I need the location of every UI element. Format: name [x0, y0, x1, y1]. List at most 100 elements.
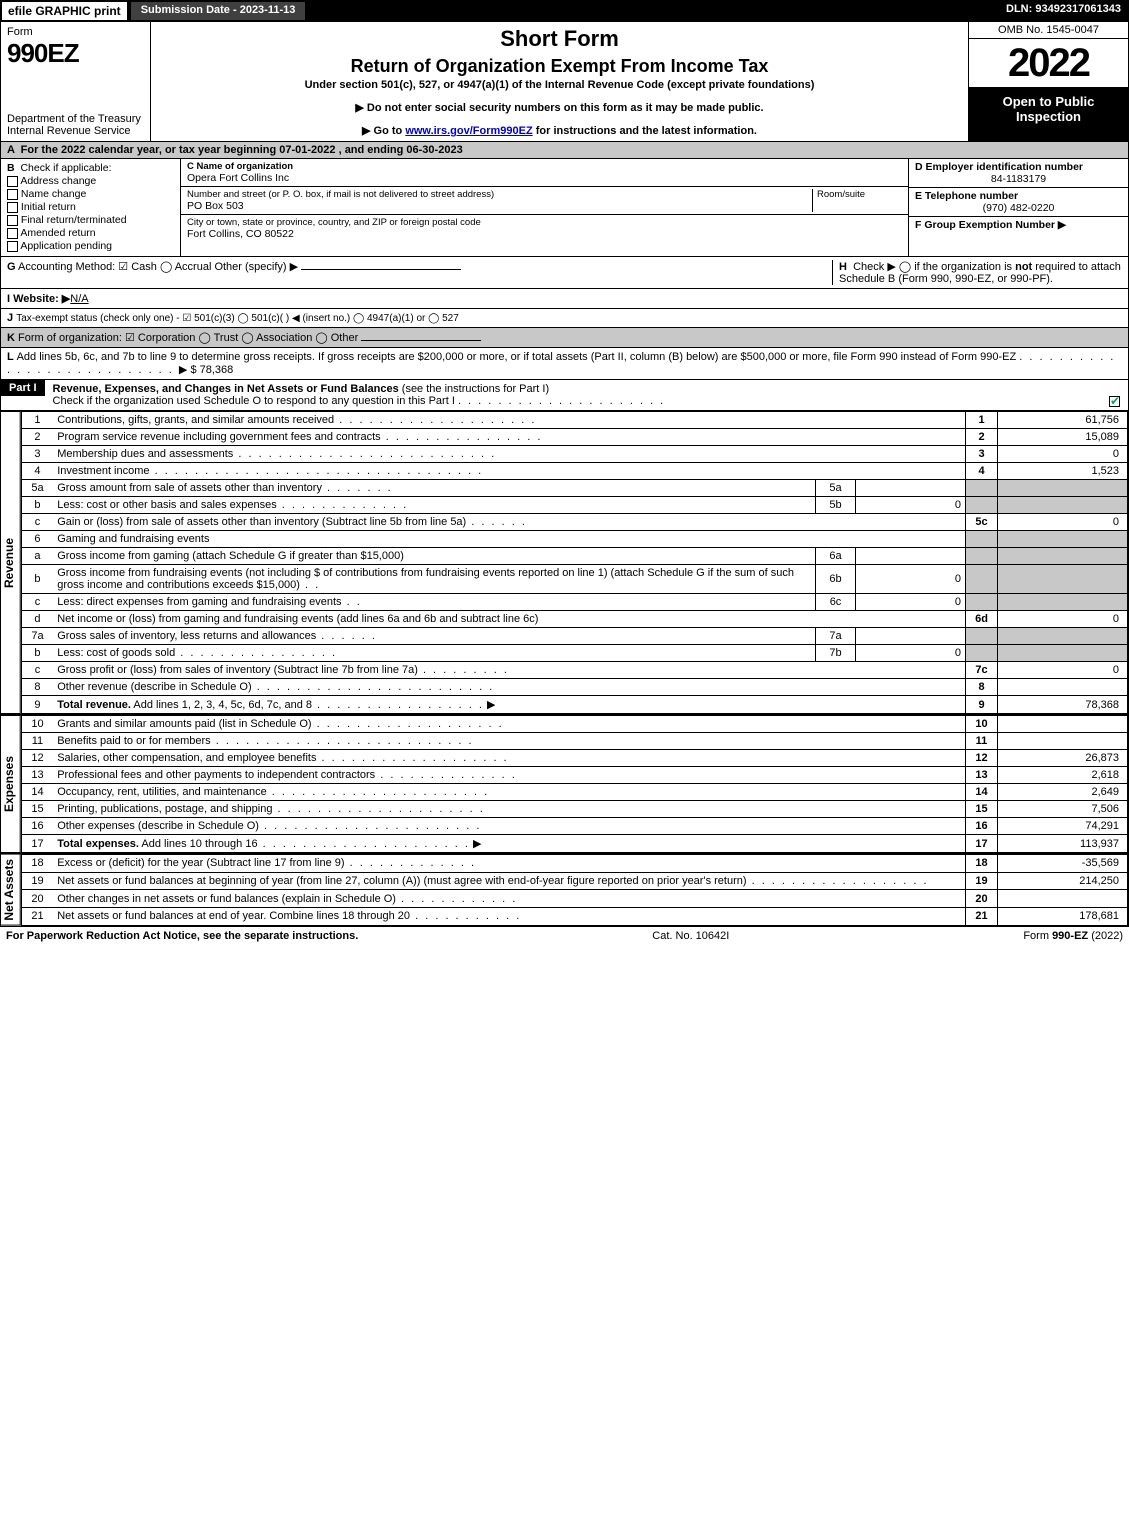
row-4: 4Investment income . . . . . . . . . . .… [21, 463, 1127, 480]
row-9: 9Total revenue. Add lines 1, 2, 3, 4, 5c… [21, 696, 1127, 714]
irs-link[interactable]: www.irs.gov/Form990EZ [405, 125, 532, 137]
l-text: Add lines 5b, 6c, and 7b to line 9 to de… [17, 351, 1017, 363]
row-5b: bLess: cost or other basis and sales exp… [21, 497, 1127, 514]
row-6c: cLess: direct expenses from gaming and f… [21, 594, 1127, 611]
form-header: Form 990EZ Department of the Treasury In… [0, 22, 1129, 142]
row-3: 3Membership dues and assessments . . . .… [21, 446, 1127, 463]
note-goto-post: for instructions and the latest informat… [533, 125, 757, 137]
org-address: PO Box 503 [187, 200, 812, 212]
topbar-spacer [307, 0, 998, 22]
header-mid: Short Form Return of Organization Exempt… [151, 22, 968, 141]
row-6b: bGross income from fundraising events (n… [21, 565, 1127, 594]
line-j: J Tax-exempt status (check only one) - ☑… [0, 309, 1129, 328]
b-label: Check if applicable: [20, 162, 111, 174]
tax-year: 2022 [969, 39, 1128, 88]
ein-value: 84-1183179 [915, 173, 1122, 185]
row-6: 6Gaming and fundraising events [21, 531, 1127, 548]
footer-right-post: (2022) [1088, 930, 1123, 942]
form-word: Form [7, 26, 144, 38]
note-goto-pre: ▶ Go to [362, 125, 405, 137]
vlabel-expenses: Expenses [1, 715, 21, 853]
net-assets-table: 18Excess or (deficit) for the year (Subt… [21, 854, 1128, 926]
row-19: 19Net assets or fund balances at beginni… [21, 872, 1127, 890]
row-6d: dNet income or (loss) from gaming and fu… [21, 611, 1127, 628]
note-goto: ▶ Go to www.irs.gov/Form990EZ for instru… [157, 124, 962, 137]
row-2: 2Program service revenue including gover… [21, 429, 1127, 446]
h-pre: Check ▶ ◯ if the organization is [853, 261, 1015, 273]
revenue-table: 1Contributions, gifts, grants, and simil… [21, 411, 1128, 714]
footer-right-pre: Form [1023, 930, 1052, 942]
row-11: 11Benefits paid to or for members . . . … [21, 733, 1127, 750]
part-1-check-text: Check if the organization used Schedule … [53, 395, 455, 407]
chk-final-return[interactable]: Final return/terminated [7, 214, 174, 226]
row-7a: 7aGross sales of inventory, less returns… [21, 628, 1127, 645]
expenses-table: 10Grants and similar amounts paid (list … [21, 715, 1128, 853]
room-suite-label: Room/suite [812, 189, 902, 212]
subtitle: Under section 501(c), 527, or 4947(a)(1)… [157, 79, 962, 91]
row-7b: bLess: cost of goods sold . . . . . . . … [21, 645, 1127, 662]
header-left: Form 990EZ Department of the Treasury In… [1, 22, 151, 141]
open-inspection-box: Open to Public Inspection [969, 88, 1128, 141]
part-1-title: Revenue, Expenses, and Changes in Net As… [53, 383, 399, 395]
k-text: Form of organization: ☑ Corporation ◯ Tr… [18, 332, 358, 344]
row-7c: cGross profit or (loss) from sales of in… [21, 662, 1127, 679]
section-bcdef: B Check if applicable: Address change Na… [0, 159, 1129, 257]
website-value: N/A [70, 293, 88, 305]
footer-catno: Cat. No. 10642I [652, 930, 729, 942]
f-label: F Group Exemption Number ▶ [915, 219, 1066, 231]
c-city-label: City or town, state or province, country… [187, 217, 902, 228]
line-k: K Form of organization: ☑ Corporation ◯ … [0, 328, 1129, 348]
line-l: L Add lines 5b, 6c, and 7b to line 9 to … [0, 348, 1129, 380]
row-20: 20Other changes in net assets or fund ba… [21, 890, 1127, 908]
line-i: I Website: ▶N/A [0, 289, 1129, 309]
chk-amended-return[interactable]: Amended return [7, 227, 174, 239]
phone-value: (970) 482-0220 [915, 202, 1122, 214]
box-h: H Check ▶ ◯ if the organization is not r… [832, 260, 1122, 285]
line-a: A For the 2022 calendar year, or tax yea… [0, 142, 1129, 159]
box-b: B Check if applicable: Address change Na… [1, 159, 181, 256]
omb-number: OMB No. 1545-0047 [969, 22, 1128, 39]
i-label: I Website: ▶ [7, 293, 70, 305]
org-city: Fort Collins, CO 80522 [187, 228, 902, 240]
c-name-label: C Name of organization [187, 161, 293, 172]
submission-date-button[interactable]: Submission Date - 2023-11-13 [129, 0, 308, 22]
j-text: Tax-exempt status (check only one) - ☑ 5… [16, 313, 459, 324]
row-12: 12Salaries, other compensation, and empl… [21, 750, 1127, 767]
header-right: OMB No. 1545-0047 2022 Open to Public In… [968, 22, 1128, 141]
efile-print-button[interactable]: efile GRAPHIC print [0, 0, 129, 22]
l-value: ▶ $ 78,368 [179, 364, 233, 376]
title-short-form: Short Form [157, 26, 962, 52]
chk-initial-return[interactable]: Initial return [7, 201, 174, 213]
title-return: Return of Organization Exempt From Incom… [157, 56, 962, 77]
row-21: 21Net assets or fund balances at end of … [21, 907, 1127, 925]
row-10: 10Grants and similar amounts paid (list … [21, 716, 1127, 733]
row-13: 13Professional fees and other payments t… [21, 767, 1127, 784]
vlabel-netassets: Net Assets [1, 854, 21, 926]
row-6a: aGross income from gaming (attach Schedu… [21, 548, 1127, 565]
row-16: 16Other expenses (describe in Schedule O… [21, 818, 1127, 835]
revenue-section: Revenue 1Contributions, gifts, grants, a… [0, 411, 1129, 715]
row-14: 14Occupancy, rent, utilities, and mainte… [21, 784, 1127, 801]
part-1-sub: (see the instructions for Part I) [402, 383, 549, 395]
chk-application-pending[interactable]: Application pending [7, 240, 174, 252]
box-def: D Employer identification number 84-1183… [908, 159, 1128, 256]
row-5c: cGain or (loss) from sale of assets othe… [21, 514, 1127, 531]
footer-right-form: 990-EZ [1052, 930, 1088, 942]
h-not: not [1015, 261, 1032, 273]
row-8: 8Other revenue (describe in Schedule O) … [21, 679, 1127, 696]
part-1-checkbox[interactable] [1109, 396, 1120, 407]
form-number: 990EZ [7, 38, 144, 69]
d-label: D Employer identification number [915, 161, 1083, 173]
dln-label: DLN: 93492317061343 [998, 0, 1129, 22]
row-15: 15Printing, publications, postage, and s… [21, 801, 1127, 818]
department-label: Department of the Treasury Internal Reve… [7, 113, 144, 137]
c-addr-label: Number and street (or P. O. box, if mail… [187, 189, 812, 200]
org-name: Opera Fort Collins Inc [187, 172, 902, 184]
chk-name-change[interactable]: Name change [7, 188, 174, 200]
vlabel-revenue: Revenue [1, 411, 21, 714]
row-17: 17Total expenses. Add lines 10 through 1… [21, 835, 1127, 853]
expenses-section: Expenses 10Grants and similar amounts pa… [0, 715, 1129, 854]
chk-address-change[interactable]: Address change [7, 175, 174, 187]
line-g-h: G Accounting Method: ☑ Cash ◯ Accrual Ot… [0, 257, 1129, 289]
topbar: efile GRAPHIC print Submission Date - 20… [0, 0, 1129, 22]
